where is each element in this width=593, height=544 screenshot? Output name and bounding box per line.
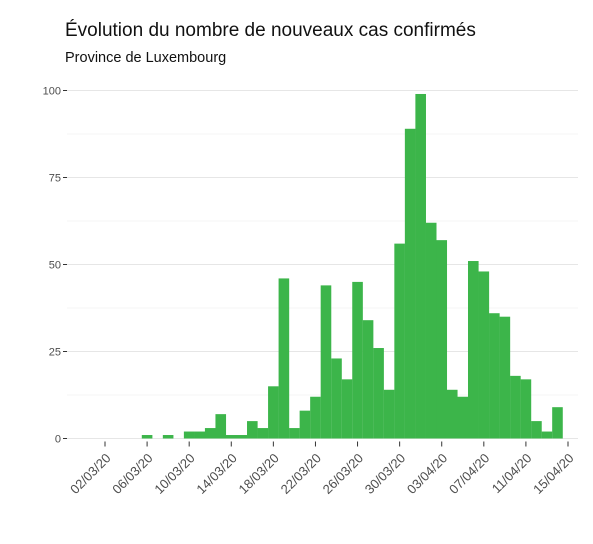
bar [278,278,290,439]
bar [320,285,332,439]
x-tick-label: 26/03/20 [320,450,366,496]
bar [541,431,553,439]
bar [268,386,279,439]
bar [415,93,426,439]
bar [289,428,300,439]
bar [352,281,363,439]
bar [520,379,532,439]
x-tick-label: 15/04/20 [530,450,576,496]
bar [446,389,458,439]
x-tick-label: 11/04/20 [489,450,535,496]
bar [257,428,269,439]
bar [141,435,153,439]
bar [299,410,311,439]
bar [310,396,321,439]
x-tick-label: 06/03/20 [109,450,155,496]
bar [499,316,511,439]
bar [183,431,195,439]
y-tick-label: 100 [43,86,61,98]
bar [362,320,374,439]
y-tick-label: 75 [49,173,61,185]
bar [215,414,227,439]
x-tick-label: 18/03/20 [236,450,282,496]
bar [373,348,384,439]
bar [383,389,395,439]
chart-title: Évolution du nombre de nouveaux cas conf… [65,20,476,41]
bar [467,261,479,439]
y-tick-label: 0 [55,434,61,446]
bar [194,431,206,439]
x-tick-label: 10/03/20 [151,450,197,496]
bar [204,428,216,439]
x-tick-label: 22/03/20 [278,450,324,496]
bar [436,240,448,439]
bar [425,222,437,439]
bar [341,379,353,439]
bar [489,313,500,439]
bar [531,421,542,439]
bar [225,435,237,439]
y-tick-label: 50 [49,260,61,272]
bar [510,375,521,439]
bar [478,271,490,439]
bar [552,407,563,439]
bar [457,396,469,439]
x-tick-label: 07/04/20 [446,450,492,496]
x-tick-label: 30/03/20 [362,450,408,496]
bar [404,128,416,439]
bar [236,435,248,439]
bar [331,358,342,439]
y-tick-label: 25 [49,347,61,359]
x-tick-label: 02/03/20 [67,450,113,496]
chart-subtitle: Province de Luxembourg [65,50,227,66]
x-tick-label: 14/03/20 [193,450,239,496]
bar [394,243,405,439]
x-tick-label: 03/04/20 [404,450,450,496]
bar [162,435,174,439]
bar [247,421,258,439]
